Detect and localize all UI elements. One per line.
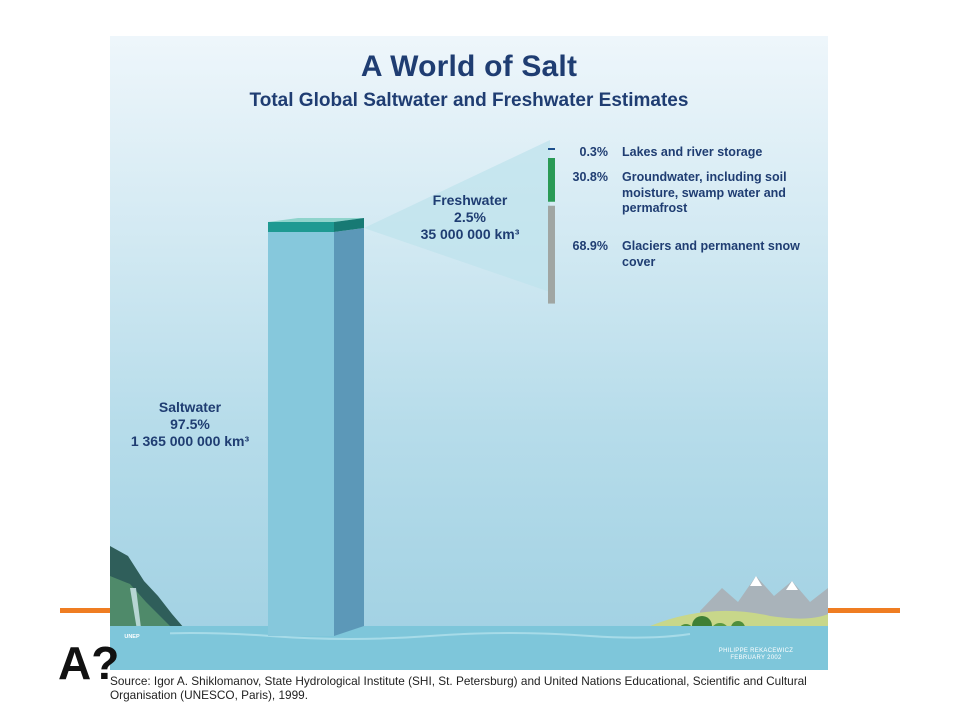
breakdown-label-groundwater: Groundwater, including soil moisture, sw… bbox=[622, 170, 787, 215]
chart-svg bbox=[110, 140, 828, 670]
freshwater-funnel bbox=[364, 140, 550, 292]
saltwater-column bbox=[268, 218, 364, 636]
slide-letter-mark: A? bbox=[58, 637, 120, 689]
breakdown-segment-2 bbox=[548, 205, 555, 304]
freshwater-volume: 35 000 000 km³ bbox=[420, 226, 520, 242]
credit-date: FEBRUARY 2002 bbox=[730, 655, 782, 661]
freshwater-percent: 2.5% bbox=[454, 209, 486, 225]
saltwater-label: Saltwater 97.5% 1 365 000 000 km³ bbox=[110, 399, 270, 450]
breakdown-percent-lakes: 0.3% bbox=[579, 145, 609, 159]
credit-author: PHILIPPE REKACEWICZ bbox=[718, 648, 794, 654]
chart-figure: A World of Salt Total Global Saltwater a… bbox=[110, 36, 828, 670]
source-note: Source: Igor A. Shiklomanov, State Hydro… bbox=[110, 674, 807, 702]
slide-accent-line-left bbox=[60, 608, 114, 613]
scenery-water bbox=[110, 626, 828, 670]
breakdown-label-glaciers: Glaciers and permanent snow cover bbox=[622, 239, 800, 269]
breakdown-segment-0 bbox=[548, 148, 555, 150]
breakdown-percent-glaciers: 68.9% bbox=[572, 239, 608, 253]
saltwater-volume: 1 365 000 000 km³ bbox=[130, 433, 250, 449]
chart-subtitle: Total Global Saltwater and Freshwater Es… bbox=[249, 90, 689, 111]
saltwater-percent: 97.5% bbox=[170, 416, 210, 432]
slide-accent-line-right bbox=[826, 608, 900, 613]
freshwater-cap-top bbox=[268, 218, 364, 222]
illustration-credit: PHILIPPE REKACEWICZ FEBRUARY 2002 bbox=[696, 648, 816, 662]
freshwater-cap-side bbox=[334, 218, 364, 232]
saltwater-column-side bbox=[334, 228, 364, 636]
freshwater-cap bbox=[268, 222, 334, 232]
saltwater-name: Saltwater bbox=[158, 399, 222, 415]
breakdown-segment-1 bbox=[548, 158, 555, 202]
freshwater-label: Freshwater 2.5% 35 000 000 km³ bbox=[406, 192, 534, 243]
freshwater-breakdown-bar bbox=[548, 148, 555, 304]
chart-title: A World of Salt bbox=[360, 50, 578, 83]
saltwater-column-front bbox=[268, 232, 334, 636]
breakdown-percent-groundwater: 30.8% bbox=[572, 170, 608, 184]
unep-logo: UNEP bbox=[124, 634, 140, 640]
freshwater-name: Freshwater bbox=[432, 192, 508, 208]
breakdown-label-lakes: Lakes and river storage bbox=[622, 145, 763, 159]
scenery-left-cliffs bbox=[110, 546, 206, 646]
